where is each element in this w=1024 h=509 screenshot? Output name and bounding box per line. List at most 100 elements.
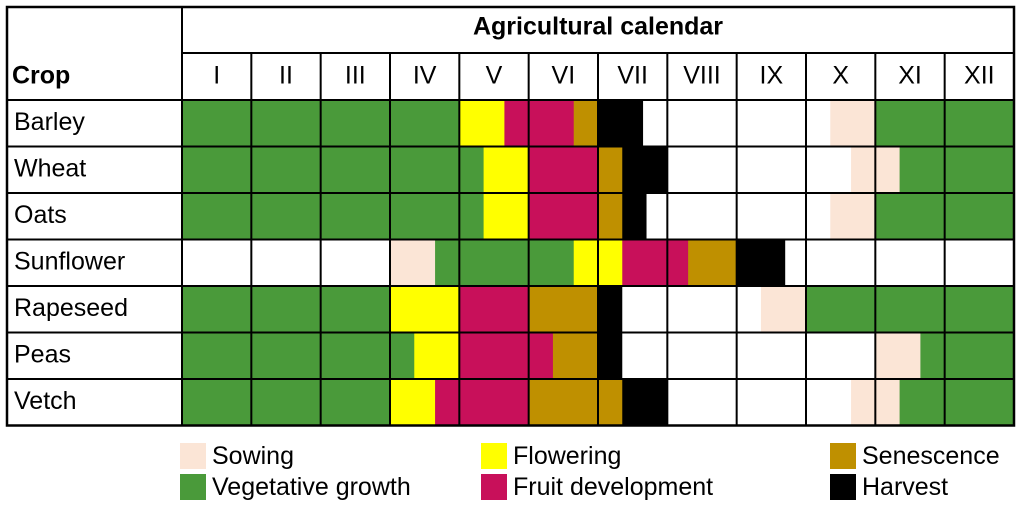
stage-cell-vetch-vii-H <box>622 379 668 426</box>
stage-cell-barley-vii-W <box>643 100 668 147</box>
month-label-xi: XI <box>898 62 922 90</box>
stage-cell-vetch-ix-W <box>736 379 807 426</box>
stage-cell-oats-iv-G <box>390 193 460 240</box>
stage-cell-sunflower-viii-D <box>667 239 689 286</box>
stage-cell-vetch-i-G <box>182 379 252 426</box>
stage-cell-barley-xi-G <box>875 100 946 147</box>
month-label-iv: IV <box>413 62 437 90</box>
stage-cell-rapeseed-ix-S <box>760 286 807 333</box>
stage-cell-wheat-v-F <box>483 146 530 193</box>
stage-cell-oats-iii-G <box>320 193 391 240</box>
stage-cell-vetch-iv-F <box>390 379 436 426</box>
stage-cell-sunflower-vi-G <box>528 239 575 286</box>
stage-cell-vetch-iv-D <box>435 379 460 426</box>
legend-label: Vegetative growth <box>212 472 411 501</box>
stage-cell-vetch-xi-S <box>875 379 900 426</box>
stage-cell-sunflower-x-W <box>806 239 876 286</box>
stage-cell-wheat-xii-G <box>944 146 1015 193</box>
stage-cell-peas-xi-G <box>920 332 946 379</box>
stage-cell-rapeseed-ii-G <box>251 286 322 333</box>
stage-cell-oats-vii-N <box>598 193 623 240</box>
crop-label-wheat: Wheat <box>14 154 86 182</box>
stage-cell-barley-iv-G <box>390 100 460 147</box>
stage-cell-wheat-vii-H <box>622 146 668 193</box>
stage-cell-vetch-xi-G <box>899 379 946 426</box>
stage-cell-sunflower-xi-W <box>875 239 946 286</box>
legend-swatch <box>180 474 206 500</box>
stage-cell-barley-x-W <box>806 100 831 147</box>
stage-cell-rapeseed-xii-G <box>944 286 1015 333</box>
stage-cell-rapeseed-vii-H <box>598 286 623 333</box>
stage-cell-peas-vi-D <box>528 332 554 379</box>
legend-item-sowing: Sowing <box>180 441 294 471</box>
stage-cell-oats-x-W <box>806 193 831 240</box>
legend-swatch <box>180 443 206 469</box>
stage-cell-peas-iv-F <box>414 332 460 379</box>
stage-cell-rapeseed-viii-W <box>667 286 738 333</box>
month-label-iii: III <box>345 62 366 90</box>
stage-cell-peas-v-D <box>459 332 530 379</box>
stage-cell-barley-vii-H <box>598 100 644 147</box>
stage-cell-barley-i-G <box>182 100 252 147</box>
stage-cell-oats-i-G <box>182 193 252 240</box>
stage-cell-wheat-xi-G <box>899 146 946 193</box>
stage-cell-oats-vii-W <box>646 193 668 240</box>
stage-cell-sunflower-ii-W <box>251 239 322 286</box>
stage-cell-rapeseed-vi-N <box>528 286 599 333</box>
legend-label: Fruit development <box>513 472 714 501</box>
stage-cell-peas-x-W <box>806 332 876 379</box>
stage-cell-vetch-vii-N <box>598 379 623 426</box>
stage-cell-sunflower-i-W <box>182 239 252 286</box>
stage-cell-peas-ii-G <box>251 332 322 379</box>
table-grid <box>5 5 1016 427</box>
stage-cell-vetch-xii-G <box>944 379 1015 426</box>
stage-cell-vetch-iii-G <box>320 379 391 426</box>
legend-label: Sowing <box>212 441 294 470</box>
crop-column-header: Crop <box>12 62 70 90</box>
stage-cell-barley-xii-G <box>944 100 1015 147</box>
legend-item-harvest: Harvest <box>830 472 948 502</box>
stage-cell-sunflower-vii-F <box>598 239 623 286</box>
legend-swatch <box>830 443 856 469</box>
stage-cell-oats-ix-W <box>736 193 807 240</box>
stage-cell-rapeseed-iv-F <box>390 286 460 333</box>
legend-label: Flowering <box>513 441 622 470</box>
month-label-x: X <box>832 62 849 90</box>
legend-item-fruit-development: Fruit development <box>481 472 713 502</box>
table-labels: Agricultural calendar Crop I II III IV V VI VI… <box>12 13 995 415</box>
stage-cell-wheat-vii-N <box>598 146 623 193</box>
table-border <box>5 5 1016 427</box>
chart-title: Agricultural calendar <box>473 13 723 41</box>
stage-cell-barley-v-D <box>504 100 530 147</box>
stage-cell-rapeseed-v-D <box>459 286 530 333</box>
stage-cell-rapeseed-iii-G <box>320 286 391 333</box>
stage-cell-sunflower-iii-W <box>320 239 391 286</box>
crop-label-sunflower: Sunflower <box>14 247 125 275</box>
stage-cell-peas-iv-G <box>390 332 415 379</box>
stage-cell-vetch-x-W <box>806 379 852 426</box>
stage-cell-rapeseed-x-G <box>806 286 876 333</box>
stage-cell-barley-x-S <box>830 100 876 147</box>
stage-cell-vetch-v-D <box>459 379 530 426</box>
stage-cell-barley-viii-W <box>667 100 738 147</box>
month-label-ix: IX <box>760 62 784 90</box>
stage-cell-vetch-vi-N <box>528 379 599 426</box>
stage-cell-vetch-ii-G <box>251 379 322 426</box>
stage-cell-oats-ii-G <box>251 193 322 240</box>
stage-cell-rapeseed-i-G <box>182 286 252 333</box>
stage-cell-oats-xii-G <box>944 193 1015 240</box>
stage-cell-wheat-iv-G <box>390 146 460 193</box>
stage-cell-sunflower-v-G <box>459 239 530 286</box>
stage-cell-wheat-xi-S <box>875 146 900 193</box>
stage-cell-peas-viii-W <box>667 332 738 379</box>
stage-cell-wheat-viii-W <box>667 146 738 193</box>
stage-cell-oats-viii-W <box>667 193 738 240</box>
stage-cell-peas-xi-S <box>875 332 921 379</box>
stage-cell-barley-v-F <box>459 100 505 147</box>
stage-cell-oats-vii-H <box>622 193 647 240</box>
stage-cell-wheat-x-S <box>851 146 876 193</box>
stage-cell-wheat-i-G <box>182 146 252 193</box>
stage-cell-wheat-iii-G <box>320 146 391 193</box>
stage-cell-sunflower-vi-F <box>573 239 599 286</box>
